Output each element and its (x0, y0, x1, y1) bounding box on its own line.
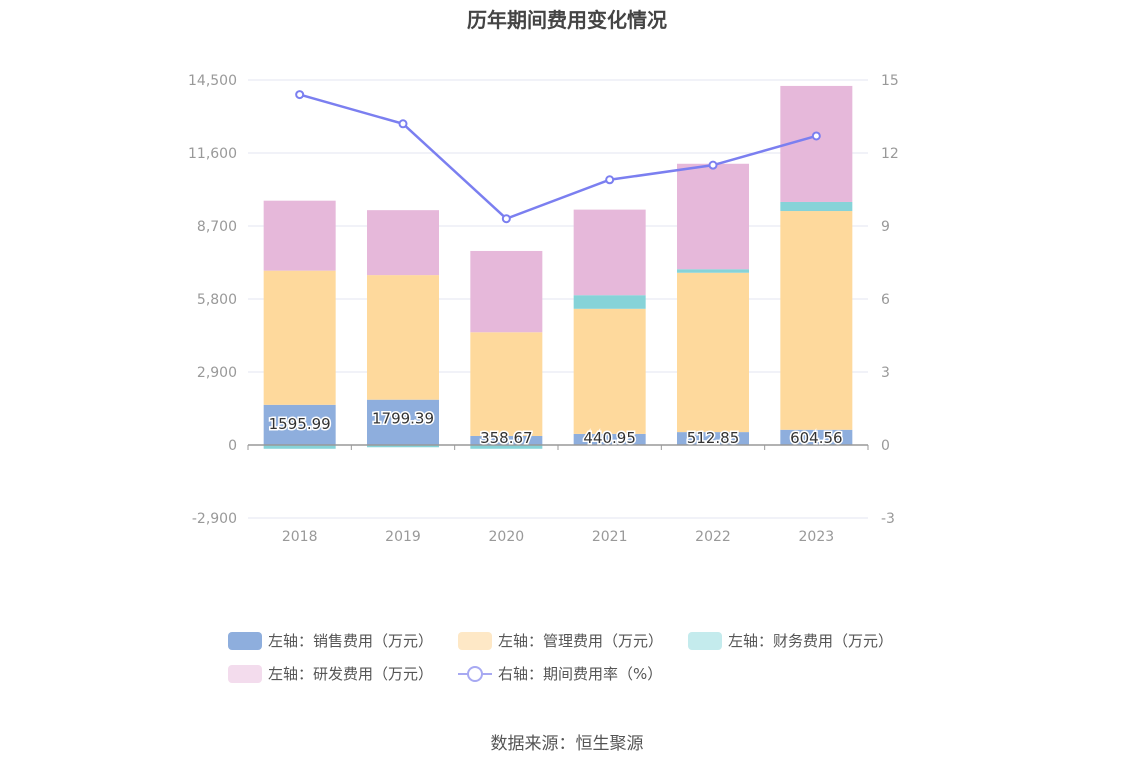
legend-swatch (228, 631, 262, 650)
bar-admin (367, 275, 439, 400)
y-right-tick-label: 12 (881, 146, 899, 162)
legend-label: 左轴：研发费用（万元） (268, 665, 434, 683)
bar-admin (573, 308, 646, 434)
legend-item[interactable]: 左轴：财务费用（万元） (688, 630, 893, 651)
y-left-tick-label: 14,500 (188, 73, 237, 89)
line-point-rate (501, 214, 511, 224)
x-tick-label: 2020 (489, 529, 525, 545)
bar-sales (470, 435, 543, 445)
bar-admin (470, 332, 543, 436)
line-point-rate (708, 160, 718, 170)
line-point-rate (811, 131, 821, 141)
bar-rd (263, 200, 336, 271)
data-label-sales: 358.67 (480, 429, 533, 447)
legend-label: 左轴：销售费用（万元） (268, 632, 434, 650)
chart-title: 历年期间费用变化情况 (467, 8, 667, 32)
data-label-sales: 1595.99 (269, 415, 331, 433)
x-tick-label: 2019 (385, 529, 421, 545)
legend-swatch (458, 631, 492, 650)
y-right-tick-label: 9 (881, 219, 890, 235)
legend-label: 左轴：财务费用（万元） (728, 632, 894, 650)
x-tick-label: 2018 (282, 529, 318, 545)
bar-admin (263, 270, 336, 405)
bar-finance (573, 295, 646, 309)
x-tick-label: 2023 (799, 529, 835, 545)
data-label-sales: 512.85 (687, 429, 740, 447)
bar-sales (367, 399, 439, 445)
bar-finance (367, 445, 439, 448)
legend-line-swatch (458, 665, 492, 683)
data-label-sales: 440.95 (583, 429, 636, 447)
legend-item[interactable]: 左轴：销售费用（万元） (228, 630, 433, 651)
legend-label: 左轴：管理费用（万元） (498, 632, 664, 650)
y-left-tick-label: 0 (228, 438, 237, 454)
data-label-sales: 1799.39 (372, 410, 434, 428)
legend-swatch (228, 664, 262, 683)
line-rate (299, 93, 817, 221)
y-right-tick-label: 15 (881, 73, 899, 89)
y-left-tick-label: -2,900 (192, 511, 237, 527)
y-left-tick-label: 5,800 (197, 292, 237, 308)
bar-sales (780, 429, 853, 445)
y-left-tick-label: 2,900 (197, 365, 237, 381)
y-right-tick-label: 3 (881, 365, 890, 381)
line-point-rate (398, 119, 408, 129)
bar-finance (263, 445, 336, 449)
y-left-tick-label: 8,700 (197, 219, 237, 235)
bar-rd (677, 163, 749, 270)
data-source-note: 数据来源：恒生聚源 (490, 734, 644, 754)
bar-admin (780, 211, 853, 430)
bar-rd (367, 210, 439, 276)
x-tick-label: 2021 (592, 529, 628, 545)
y-left-tick-label: 11,600 (188, 146, 237, 162)
bar-sales (677, 432, 749, 445)
legend-label: 右轴：期间费用率（%） (498, 665, 663, 683)
line-point-rate (605, 175, 615, 185)
bar-finance (470, 445, 543, 449)
bar-rd (573, 209, 646, 296)
x-tick-label: 2022 (695, 529, 731, 545)
legend-item[interactable]: 右轴：期间费用率（%） (458, 663, 662, 684)
bar-sales (573, 433, 646, 445)
y-right-tick-label: 0 (881, 438, 890, 454)
y-right-tick-label: -3 (881, 511, 895, 527)
data-label-sales: 604.56 (790, 429, 843, 447)
bar-admin (677, 272, 749, 433)
legend-item[interactable]: 左轴：研发费用（万元） (228, 663, 433, 684)
bar-finance (780, 201, 853, 212)
line-point-rate (295, 90, 305, 100)
legend-item[interactable]: 左轴：管理费用（万元） (458, 630, 663, 651)
y-right-tick-label: 6 (881, 292, 890, 308)
bar-finance (677, 269, 749, 273)
bar-rd (470, 250, 543, 333)
bar-sales (263, 404, 336, 445)
legend-swatch (688, 631, 722, 650)
